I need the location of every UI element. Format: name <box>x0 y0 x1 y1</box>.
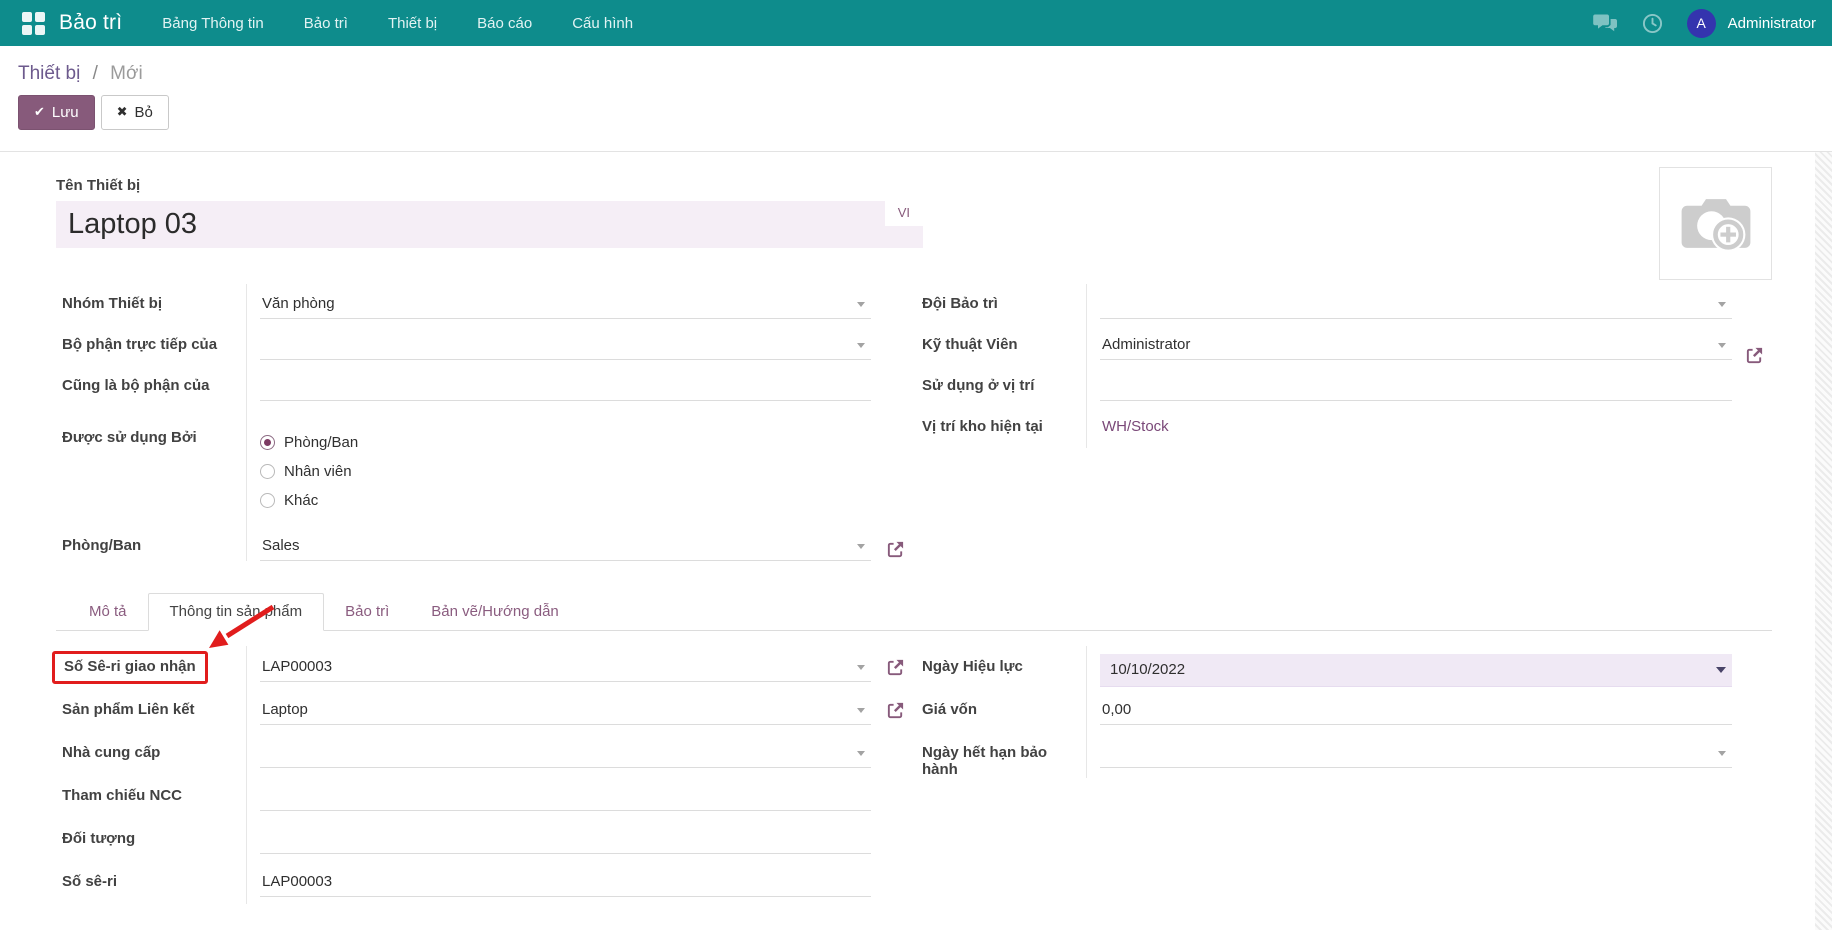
topbar-right: A Administrator <box>1592 8 1816 38</box>
radio-icon <box>260 493 275 509</box>
dropdown-caret-icon[interactable] <box>857 301 865 307</box>
date-dropdown-caret-icon[interactable] <box>1716 667 1726 674</box>
equipment-name-label: Tên Thiết bị <box>56 177 141 195</box>
breadcrumb: Thiết bị / Mới <box>0 46 1832 95</box>
field-delivery-serial[interactable]: LAP00003 <box>247 646 904 689</box>
field-label: Ngày Hiệu lực <box>916 646 1087 690</box>
app-name[interactable]: Bảo trì <box>59 11 123 34</box>
field-label-highlighted: Số Sê-ri giao nhận <box>52 605 275 690</box>
messages-icon[interactable] <box>1592 13 1618 33</box>
sheet-edge-stripe <box>1815 152 1832 931</box>
equipment-name-input[interactable]: Laptop 03 <box>56 201 923 249</box>
menu-item-equipment[interactable]: Thiết bị <box>387 14 438 32</box>
field-serial-number[interactable]: LAP00003 <box>247 861 871 904</box>
field-effective-date[interactable]: 10/10/2022 <box>1087 646 1772 689</box>
field-label: Nhóm Thiết bị <box>56 284 247 326</box>
field-used-by: Phòng/Ban Nhân viên Khác <box>247 407 871 515</box>
menu-item-maintenance[interactable]: Bảo trì <box>303 14 348 32</box>
field-label: Kỹ thuật Viên <box>916 325 1087 367</box>
tab-description[interactable]: Mô tả <box>89 603 127 621</box>
field-maintenance-team[interactable] <box>1087 284 1772 325</box>
field-label: Vị trí kho hiện tại <box>916 407 1087 449</box>
notebook-tabs: Mô tả Thông tin sản phẩm Bảo trì Bản vẽ/… <box>56 593 1772 632</box>
field-label: Bộ phận trực tiếp của <box>56 325 247 367</box>
field-label: Ngày hết hạn bảo hành <box>916 732 1087 779</box>
top-navbar: Bảo trì Bảng Thông tin Bảo trì Thiết bị … <box>0 0 1832 46</box>
user-avatar[interactable]: A <box>1686 8 1716 38</box>
radio-other[interactable]: Khác <box>260 486 871 515</box>
field-group-bottom-left: Số Sê-ri giao nhận LAP00003 Sản phẩm Li <box>52 605 904 905</box>
radio-icon <box>260 464 275 480</box>
radio-employee[interactable]: Nhân viên <box>260 457 871 486</box>
form-sheet: Tên Thiết bị Laptop 03 VI Nhóm Thiết bị … <box>0 151 1832 931</box>
field-equipment-category[interactable]: Văn phòng <box>247 284 871 325</box>
field-linked-product[interactable]: Laptop <box>247 689 904 732</box>
field-also-part-of[interactable] <box>247 366 871 407</box>
radio-department[interactable]: Phòng/Ban <box>260 428 871 457</box>
equipment-image-upload[interactable] <box>1659 167 1772 281</box>
camera-plus-icon <box>1681 199 1750 253</box>
field-label: Đối tượng <box>56 818 247 862</box>
field-label: Giá vốn <box>916 689 1087 733</box>
activities-clock-icon[interactable] <box>1642 13 1663 34</box>
tab-maintenance[interactable]: Bảo trì <box>345 603 390 621</box>
dropdown-caret-icon[interactable] <box>857 664 865 670</box>
radio-selected-icon <box>260 435 275 451</box>
field-group-bottom-right: Ngày Hiệu lực 10/10/2022 Giá vốn 0,00 Ng… <box>916 646 1772 904</box>
field-warranty-expiration-date[interactable] <box>1087 732 1772 778</box>
tab-drawings-instructions[interactable]: Bản vẽ/Hướng dẫn <box>431 603 559 621</box>
field-label: Nhà cung cấp <box>56 732 247 776</box>
menu-item-dashboard[interactable]: Bảng Thông tin <box>162 14 264 32</box>
field-vendor-reference[interactable] <box>247 775 871 818</box>
check-icon: ✔ <box>34 104 45 120</box>
field-group-right: Đội Bảo trì Kỹ thuật Viên Administrator … <box>916 284 1772 561</box>
field-vendor[interactable] <box>247 732 871 775</box>
dropdown-caret-icon[interactable] <box>857 342 865 348</box>
tab-product-information[interactable]: Thông tin sản phẩm <box>147 593 325 632</box>
dropdown-caret-icon[interactable] <box>857 543 865 549</box>
external-link-icon[interactable] <box>886 658 905 677</box>
field-used-in-location[interactable] <box>1087 366 1772 407</box>
field-label: Sản phẩm Liên kết <box>56 689 247 733</box>
stock-location-link[interactable]: WH/Stock <box>1102 418 1169 436</box>
field-label: Được sử dụng Bởi <box>56 407 247 516</box>
field-label: Cũng là bộ phận của <box>56 366 247 408</box>
annotation-red-box: Số Sê-ri giao nhận <box>52 605 275 685</box>
discard-button[interactable]: ✖ Bỏ <box>100 95 169 131</box>
field-current-stock-location: WH/Stock <box>1087 407 1772 448</box>
cross-icon: ✖ <box>116 104 128 120</box>
dropdown-caret-icon[interactable] <box>857 707 865 713</box>
main-menu: Bảng Thông tin Bảo trì Thiết bị Báo cáo … <box>162 15 633 32</box>
breadcrumb-parent-link[interactable]: Thiết bị <box>18 63 81 84</box>
menu-item-configuration[interactable]: Cấu hình <box>572 14 634 32</box>
dropdown-caret-icon[interactable] <box>1718 750 1726 756</box>
field-cost[interactable]: 0,00 <box>1087 689 1772 732</box>
form-action-buttons: ✔ Lưu ✖ Bỏ <box>0 95 1832 151</box>
dropdown-caret-icon[interactable] <box>1718 342 1726 348</box>
field-department[interactable]: Sales <box>247 515 904 562</box>
field-label: Số sê-ri <box>56 861 247 905</box>
field-label: Tham chiếu NCC <box>56 775 247 819</box>
dropdown-caret-icon[interactable] <box>857 750 865 756</box>
field-technician[interactable]: Administrator <box>1087 325 1772 366</box>
external-link-icon[interactable] <box>886 540 905 559</box>
dropdown-caret-icon[interactable] <box>1718 301 1726 307</box>
menu-item-reporting[interactable]: Báo cáo <box>477 14 533 32</box>
field-label: Sử dụng ở vị trí <box>916 366 1087 408</box>
translation-badge[interactable]: VI <box>884 201 923 227</box>
external-link-icon[interactable] <box>886 701 905 720</box>
field-group-left: Nhóm Thiết bị Văn phòng Bộ phận trực tiế… <box>56 284 904 562</box>
user-name[interactable]: Administrator <box>1727 14 1816 32</box>
apps-grid-icon[interactable] <box>22 11 45 35</box>
external-link-icon[interactable] <box>1745 346 1764 365</box>
breadcrumb-separator: / <box>92 63 98 84</box>
breadcrumb-current: Mới <box>110 63 143 84</box>
field-label: Phòng/Ban <box>56 515 247 562</box>
field-direct-part-of[interactable] <box>247 325 871 366</box>
field-label: Đội Bảo trì <box>916 284 1087 326</box>
save-button[interactable]: ✔ Lưu <box>18 95 95 131</box>
field-model[interactable] <box>247 818 871 861</box>
